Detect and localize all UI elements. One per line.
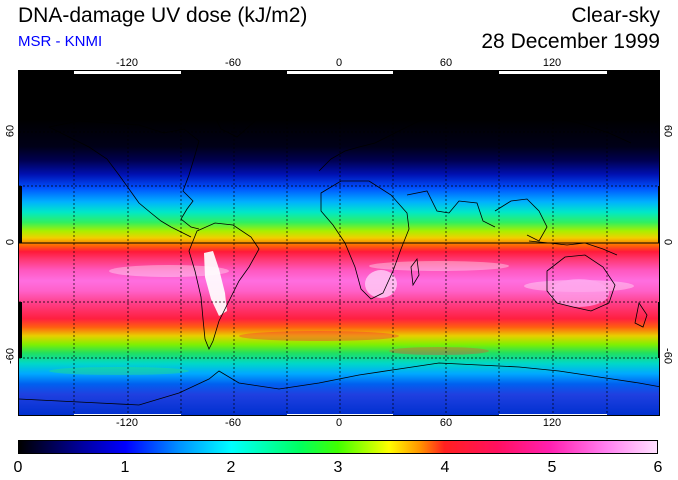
color-scale-bar <box>18 440 658 454</box>
uv-dose-map <box>18 70 660 416</box>
lon-label-top-e60: 60 <box>439 57 453 69</box>
lon-label-bottom-e120: 120 <box>542 417 562 429</box>
australia-high-dose-region <box>549 279 609 307</box>
coast-antarctica <box>19 362 659 406</box>
coast-north-america-west <box>48 126 192 238</box>
coast-australia <box>546 254 616 312</box>
date-label: 28 December 1999 <box>481 30 660 53</box>
frame-ticks-side <box>19 186 659 358</box>
coast-greenland <box>208 92 268 138</box>
coastlines <box>19 92 659 406</box>
sky-condition-label: Clear-sky <box>571 4 660 27</box>
lon-label-top-0: 0 <box>335 57 343 69</box>
coast-africa <box>320 180 410 300</box>
lat-label-right-s60: -60 <box>661 348 674 364</box>
lat-label-left-n60: 60 <box>4 124 17 138</box>
colorbar-label-5: 5 <box>547 459 557 476</box>
coast-southeast-asia <box>494 198 548 242</box>
south-africa-high-dose-region <box>365 270 397 298</box>
coast-madagascar <box>410 257 420 287</box>
colorbar-label-1: 1 <box>120 459 130 476</box>
lon-label-top-e120: 120 <box>542 57 562 69</box>
data-source-label: MSR - KNMI <box>18 33 103 50</box>
coast-arabia-india <box>406 190 496 228</box>
lon-label-top-w60: -60 <box>225 57 241 69</box>
lon-label-bottom-w60: -60 <box>225 417 241 429</box>
colorbar-label-3: 3 <box>333 459 343 476</box>
lat-label-left-0: 0 <box>4 238 17 246</box>
coast-new-zealand <box>634 301 648 328</box>
lat-label-right-n60: 60 <box>661 124 674 138</box>
andes-high-dose-region <box>204 251 227 316</box>
colorbar-label-6: 6 <box>653 459 663 476</box>
frame-ticks <box>74 71 607 415</box>
lat-label-right-0: 0 <box>661 238 674 246</box>
coast-south-america <box>188 222 260 350</box>
lat-label-left-s60: -60 <box>4 348 17 364</box>
coast-europe-asia-north <box>318 110 632 172</box>
lon-label-bottom-0: 0 <box>335 417 343 429</box>
map-title: DNA-damage UV dose (kJ/m2) <box>18 4 308 27</box>
map-overlay <box>19 71 659 415</box>
lon-label-bottom-e60: 60 <box>439 417 453 429</box>
colorbar-label-0: 0 <box>13 459 23 476</box>
colorbar-label-4: 4 <box>440 459 450 476</box>
colorbar-label-2: 2 <box>226 459 236 476</box>
graticule <box>19 71 659 415</box>
lon-label-top-w120: -120 <box>115 57 139 69</box>
lon-label-bottom-w120: -120 <box>115 417 139 429</box>
coast-north-america <box>48 120 200 230</box>
